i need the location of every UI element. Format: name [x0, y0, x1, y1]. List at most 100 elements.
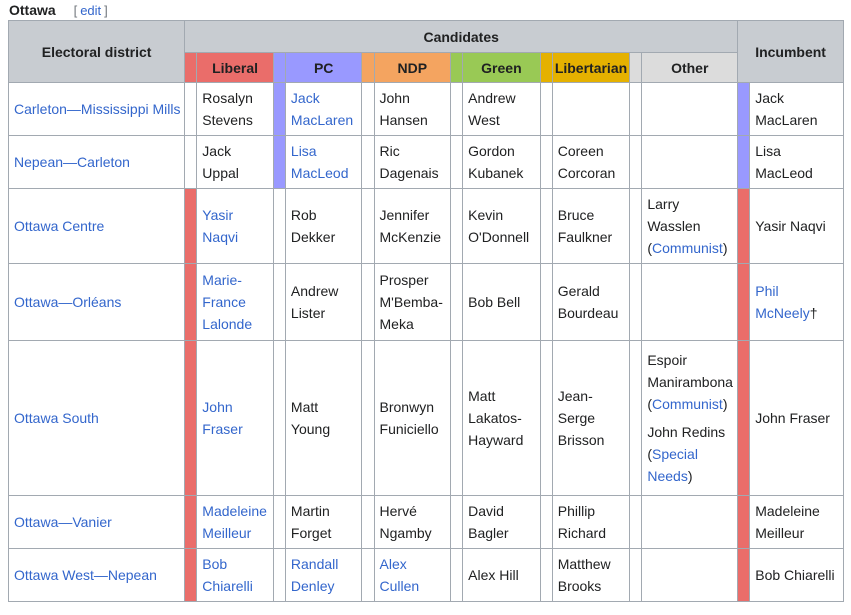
- candidate-name-line: Meka: [379, 316, 414, 332]
- district-link[interactable]: Ottawa West—Nepean: [14, 567, 157, 583]
- ndp-color-swatch: [361, 52, 375, 83]
- libertarian-color-swatch: [539, 52, 553, 83]
- green-bar: [450, 263, 464, 341]
- section-heading: Ottawa [edit]: [9, 1, 108, 19]
- green-bar: [450, 135, 464, 189]
- district-link[interactable]: Ottawa Centre: [14, 218, 105, 234]
- winner-bar-liberal: [184, 340, 198, 496]
- pc-bar: [272, 263, 286, 341]
- district-cell: Nepean—Carleton: [7, 135, 186, 189]
- liberal-candidate: Yasir Naqvi: [196, 188, 274, 264]
- candidate-name-line: Gordon: [468, 143, 515, 159]
- libertarian-bar: [539, 495, 553, 549]
- district-link[interactable]: Nepean—Carleton: [14, 154, 130, 170]
- candidate-name-line: McKenzie: [379, 229, 441, 245]
- candidate-name-line: Bob Bell: [468, 294, 521, 310]
- candidate-link[interactable]: Alex Cullen: [379, 556, 420, 594]
- candidate-name-line: Alex Hill: [468, 567, 519, 583]
- party-header-pc: PC: [284, 52, 363, 83]
- candidate-link[interactable]: Lisa MacLeod: [290, 143, 349, 181]
- candidate-name-line: M'Bemba-: [379, 294, 443, 310]
- district-link[interactable]: Ottawa—Vanier: [14, 514, 112, 530]
- party-header-green: Green: [462, 52, 541, 83]
- candidate-link[interactable]: Jack MacLaren: [290, 90, 354, 128]
- party-link-communist[interactable]: Communist: [652, 396, 723, 412]
- green-color-swatch: [450, 52, 464, 83]
- ndp-bar: [361, 548, 375, 602]
- candidate-name-line: Stevens: [202, 112, 253, 128]
- candidate-link[interactable]: Yasir Naqvi: [202, 207, 239, 245]
- table-row: Ottawa—Vanier Madeleine Meilleur Martin Fo…: [7, 495, 844, 549]
- green-bar: [450, 188, 464, 264]
- district-cell: Ottawa South: [7, 340, 186, 496]
- district-cell: Ottawa—Vanier: [7, 495, 186, 549]
- candidate-name-line: Ngamby: [379, 525, 432, 541]
- incumbent-name-line: Madeleine: [755, 503, 820, 519]
- ndp-bar: [361, 340, 375, 496]
- other-candidate: Espoir Manirambona (Communist) John Redins…: [641, 340, 739, 496]
- pc-candidate: Martin Forget: [284, 495, 363, 549]
- candidate-link[interactable]: Madeleine Meilleur: [202, 503, 267, 541]
- incumbent-link[interactable]: Phil McNeely: [755, 283, 810, 321]
- libertarian-bar: [539, 263, 553, 341]
- ndp-bar: [361, 263, 375, 341]
- incumbent-cell: Phil McNeely†: [749, 263, 844, 341]
- candidate-link[interactable]: Randall Denley: [290, 556, 339, 594]
- pc-candidate: Randall Denley: [284, 548, 363, 602]
- libertarian-bar: [539, 340, 553, 496]
- pc-candidate: Rob Dekker: [284, 188, 363, 264]
- libertarian-candidate: Matthew Brooks: [551, 548, 631, 602]
- libertarian-candidate: Phillip Richard: [551, 495, 631, 549]
- libertarian-bar: [539, 135, 553, 189]
- district-link[interactable]: Ottawa South: [14, 410, 99, 426]
- district-link[interactable]: Carleton—Mississippi Mills: [14, 101, 181, 117]
- candidate-name-line: Ric: [379, 143, 400, 159]
- ndp-bar: [361, 495, 375, 549]
- candidate-name-line: Serge: [557, 410, 596, 426]
- other-candidate: [641, 548, 739, 602]
- candidate-name-line: Manirambona: [647, 374, 733, 390]
- candidate-name-line: Andrew: [468, 90, 516, 106]
- party-header-other: Other: [641, 52, 739, 83]
- liberal-bar: [184, 82, 198, 136]
- candidate-name-line: Jennifer: [379, 207, 430, 223]
- pc-color-swatch: [272, 52, 286, 83]
- candidate-name-line: Gerald: [557, 283, 600, 299]
- pc-candidate: Andrew Lister: [284, 263, 363, 341]
- candidate-name-line: Corcoran: [557, 165, 616, 181]
- other-candidate: [641, 495, 739, 549]
- winner-bar-liberal: [184, 548, 198, 602]
- libertarian-bar: [539, 188, 553, 264]
- incumbent-name-line: Lisa: [755, 143, 781, 159]
- ndp-candidate: Alex Cullen: [373, 548, 452, 602]
- candidate-name-line: Rosalyn: [202, 90, 253, 106]
- district-link[interactable]: Ottawa—Orléans: [14, 294, 122, 310]
- edit-section: [edit]: [73, 3, 108, 18]
- edit-link[interactable]: edit: [80, 3, 102, 18]
- liberal-candidate: Marie- France Lalonde: [196, 263, 274, 341]
- libertarian-bar: [539, 548, 553, 602]
- party-header-liberal: Liberal: [196, 52, 274, 83]
- libertarian-candidate: Bruce Faulkner: [551, 188, 631, 264]
- incumbent-cell: Bob Chiarelli: [749, 548, 844, 602]
- party-link-communist[interactable]: Communist: [652, 240, 723, 256]
- winner-bar-liberal: [184, 495, 198, 549]
- candidate-name-line: Young: [290, 421, 331, 437]
- candidate-link[interactable]: Bob Chiarelli: [202, 556, 253, 594]
- candidate-name-line: Kubanek: [468, 165, 524, 181]
- candidate-name-line: West: [468, 112, 500, 128]
- party-link-special-needs[interactable]: Special Needs: [647, 446, 698, 484]
- candidate-link[interactable]: John Fraser: [202, 399, 243, 437]
- candidate-link[interactable]: Marie- France Lalonde: [202, 272, 253, 332]
- winner-bar-liberal: [184, 188, 198, 264]
- green-bar: [450, 495, 464, 549]
- candidate-name-line: John Redins: [647, 424, 726, 440]
- green-candidate: David Bagler: [462, 495, 541, 549]
- green-candidate: Kevin O'Donnell: [462, 188, 541, 264]
- incumbent-cell: Yasir Naqvi: [749, 188, 844, 264]
- other-candidate: [641, 135, 739, 189]
- incumbent-name-line: Jack: [755, 90, 785, 106]
- incumbent-name-line: Yasir Naqvi: [755, 218, 826, 234]
- candidate-name-line: Hansen: [379, 112, 428, 128]
- liberal-candidate: Bob Chiarelli: [196, 548, 274, 602]
